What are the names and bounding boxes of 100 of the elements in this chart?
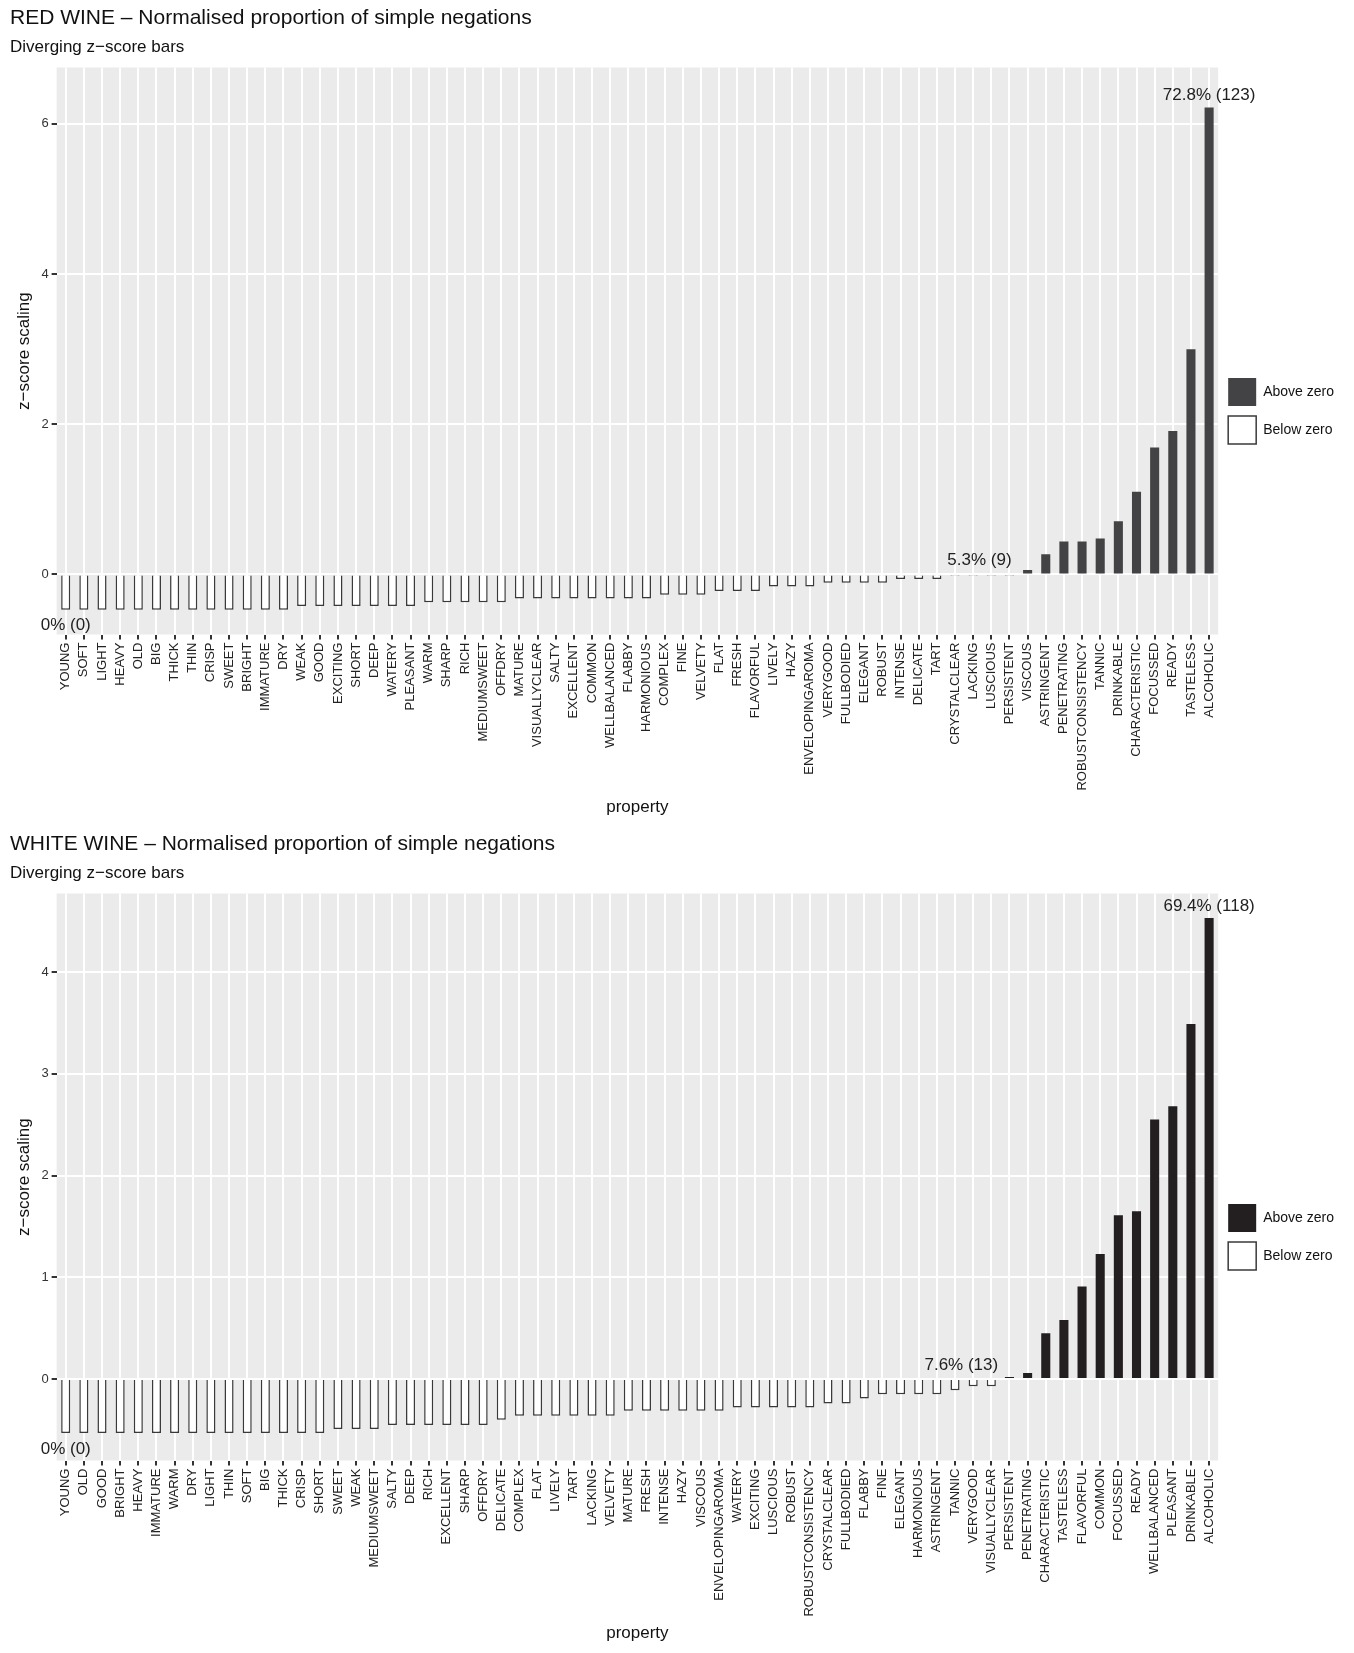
x-tick-label: INTENSE [656,1468,672,1525]
y-tick-label: 3 [41,1065,49,1081]
bar [1186,349,1196,574]
x-tick-label: READY [1164,642,1180,688]
x-tick-label: FRESH [728,642,744,687]
bar [1204,918,1214,1379]
x-tick-label: ALCOHOLIC [1200,642,1216,718]
x-tick-label: CRYSTALCLEAR [819,1468,835,1571]
bar [1168,1106,1178,1379]
x-tick-label: THICK [166,642,182,682]
x-tick-label: OFFDRY [492,642,508,696]
x-tick-label: FLAVORFUL [746,642,762,719]
chart-title: RED WINE – Normalised proportion of simple negations [10,5,532,29]
x-tick-label: DRINKABLE [1109,642,1125,717]
x-tick-label: DRINKABLE [1182,1468,1198,1543]
x-tick-label: FOCUSSED [1109,1468,1125,1541]
bar [1113,521,1123,574]
x-tick-label: TANNIC [946,1468,962,1516]
x-tick-label: WELLBALANCED [1146,1468,1162,1575]
x-tick-label: EXCITING [746,1468,762,1530]
x-tick-label: RICH [420,1468,436,1501]
x-tick-label: HAZY [783,642,799,678]
x-tick-label: READY [1128,1468,1144,1514]
x-tick-label: WEAK [293,642,309,681]
x-tick-label: FULLBODIED [837,642,853,725]
x-tick-label: CHARACTERISTIC [1128,642,1144,757]
x-tick-label: ROBUSTCONSISTENCY [1073,642,1089,791]
legend-label: Below zero [1263,1246,1333,1263]
x-tick-label: PENETRATING [1019,1468,1035,1561]
bar [1095,1253,1105,1379]
x-tick-label: BRIGHT [111,1468,127,1518]
annotation: 0% (0) [40,615,91,635]
x-tick-label: CHARACTERISTIC [1037,1468,1053,1583]
x-tick-label: FLABBY [619,642,635,693]
x-tick-label: MEDIUMSWEET [365,1468,381,1568]
y-tick-label: 1 [41,1268,49,1284]
legend-label: Above zero [1263,382,1335,399]
annotation: 72.8% (123) [1162,85,1256,105]
x-tick-label: MATURE [619,1468,635,1523]
x-tick-label: WARM [166,1468,182,1510]
annotation: 69.4% (118) [1163,895,1255,915]
x-tick-label: ENVELOPINGAROMA [801,642,817,775]
x-tick-label: LIGHT [202,1468,218,1507]
x-tick-label: LIVELY [547,1468,563,1512]
bar [1059,541,1069,574]
x-tick-label: GOOD [311,642,327,683]
x-tick-label: HEAVY [111,642,127,686]
x-tick-label: DELICATE [492,1468,508,1532]
x-tick-label: PERSISTENT [1001,642,1017,725]
chart-subtitle: Diverging z−score bars [10,863,185,883]
bar [1168,431,1178,574]
x-tick-label: LUSCIOUS [982,642,998,709]
x-tick-label: DELICATE [910,642,926,706]
x-tick-label: SALTY [383,1468,399,1509]
x-tick-label: COMPLEX [656,642,672,707]
x-tick-label: FLAT [710,642,726,674]
bar [1131,1211,1142,1379]
legend-label: Below zero [1263,420,1333,437]
x-tick-label: WARM [420,642,436,684]
bar [1150,1119,1160,1379]
x-tick-label: LUSCIOUS [765,1468,781,1535]
x-tick-label: CRYSTALCLEAR [946,642,962,745]
x-tick-label: SWEET [220,642,236,689]
x-tick-label: VELVETY [692,642,708,701]
y-tick-label: 4 [41,265,49,281]
bar [1131,491,1142,574]
x-tick-label: OLD [75,1468,91,1496]
x-tick-label: HARMONIOUS [910,1468,926,1559]
x-tick-label: ASTRINGENT [1037,642,1053,727]
x-tick-label: DRY [275,642,291,670]
x-tick-label: THICK [275,1468,291,1508]
x-tick-label: ENVELOPINGAROMA [710,1468,726,1601]
legend-label: Above zero [1263,1208,1335,1225]
x-tick-label: LACKING [583,1468,599,1526]
bar [1186,1023,1196,1379]
x-tick-label: EXCITING [329,642,345,704]
x-tick-label: ASTRINGENT [928,1468,944,1553]
y-tick-label: 0 [41,566,49,582]
x-tick-label: ELEGANT [855,642,871,704]
bar [1204,107,1214,574]
x-tick-label: MEDIUMSWEET [474,642,490,742]
x-tick-label: SALTY [547,642,563,683]
bar [1041,1333,1051,1379]
x-tick-label: WELLBALANCED [601,642,617,749]
x-tick-label: WATERY [383,642,399,697]
x-tick-label: COMPLEX [511,1468,527,1533]
x-tick-label: FINE [874,1468,889,1499]
x-tick-label: IMMATURE [256,642,272,711]
bar [1041,554,1051,574]
x-tick-label: THIN [220,1468,236,1499]
x-tick-label: ELEGANT [892,1468,908,1530]
x-tick-label: ALCOHOLIC [1200,1468,1216,1544]
x-tick-label: VERYGOOD [964,1468,980,1544]
x-tick-label: GOOD [93,1468,109,1509]
x-tick-label: HAZY [674,1468,690,1504]
x-tick-label: WATERY [728,1468,744,1523]
x-tick-label: FOCUSSED [1146,642,1162,715]
bar [1059,1320,1069,1379]
chart-subtitle: Diverging z−score bars [10,37,185,57]
x-tick-label: OLD [129,642,145,670]
